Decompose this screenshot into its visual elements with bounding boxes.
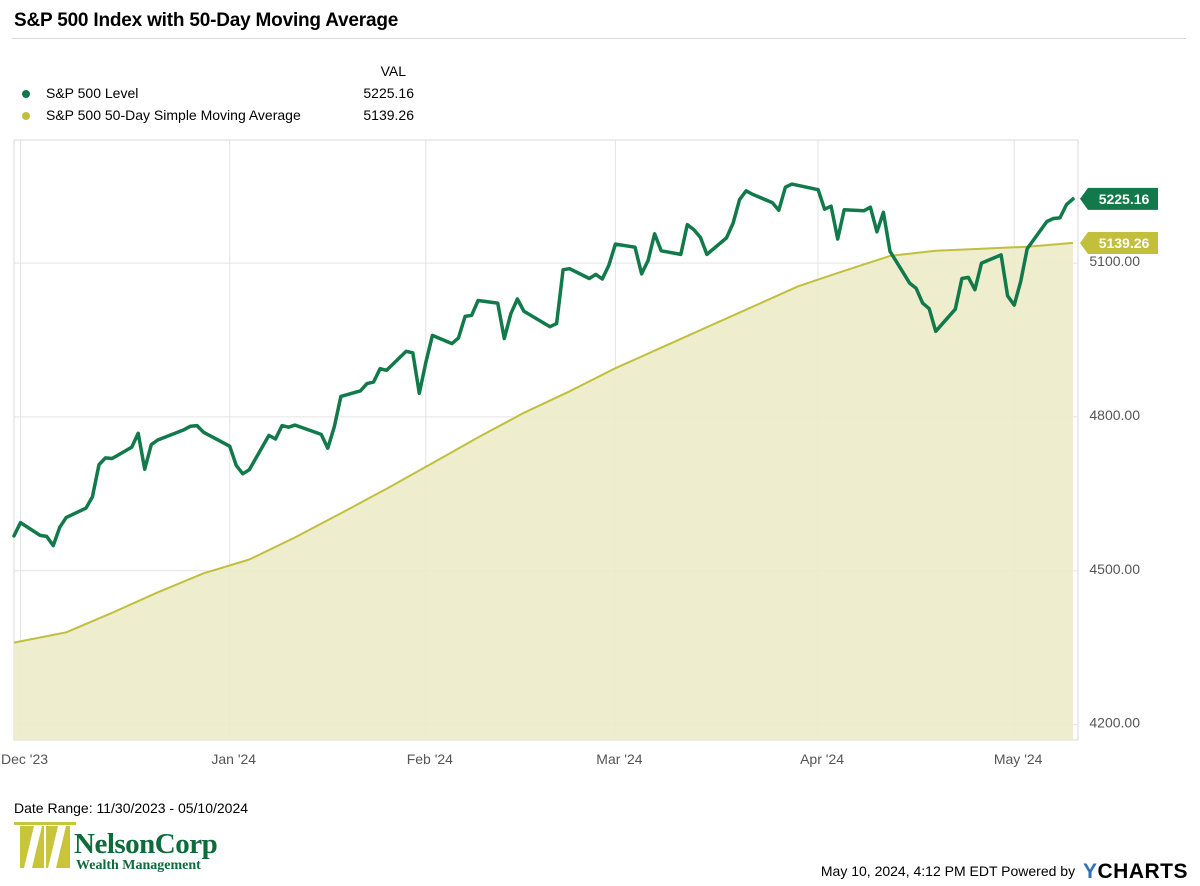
logo-mark-icon [14, 822, 76, 868]
footer-timestamp: May 10, 2024, 4:12 PM EDT Powered by [820, 863, 1076, 879]
y-tick-label: 4200.00 [1089, 715, 1140, 731]
x-tick-label: Dec '23 [1, 751, 48, 767]
ycharts-logo-y: Y [1082, 860, 1098, 883]
sp500-end-tag-text: 5225.16 [1099, 191, 1150, 207]
sp500-end-tag-bg [1080, 187, 1158, 210]
sp500-line [12, 182, 1075, 548]
y-tick-label: 4500.00 [1089, 561, 1140, 577]
logo-name: NelsonCorp [74, 828, 218, 860]
footer-attribution: May 10, 2024, 4:12 PM EDT Powered by YCH… [821, 860, 1188, 884]
legend-value: 5225.16 [363, 85, 414, 101]
sma-area [14, 242, 1073, 740]
legend-label: S&P 500 Level [46, 85, 139, 101]
legend-label: S&P 500 50-Day Simple Moving Average [46, 107, 301, 123]
legend-value-header: VAL [380, 63, 406, 79]
chart-title: S&P 500 Index with 50-Day Moving Average [14, 10, 399, 31]
legend-dot-sma50 [22, 112, 30, 120]
sma-end-tag-bg [1080, 231, 1158, 254]
date-range: Date Range: 11/30/2023 - 05/10/2024 [14, 800, 249, 816]
legend-dot-sp500 [22, 90, 30, 98]
nelsoncorp-logo: NelsonCorp Wealth Management [14, 820, 218, 874]
ycharts-logo[interactable]: YCHARTS [1083, 860, 1188, 883]
ycharts-logo-rest: CHARTS [1097, 860, 1188, 883]
sma-end-tag-text: 5139.26 [1099, 235, 1150, 251]
x-tick-label: May '24 [994, 751, 1043, 767]
sma-line [13, 241, 1074, 644]
y-tick-label: 5100.00 [1089, 253, 1140, 269]
legend-value: 5139.26 [363, 107, 414, 123]
y-tick-label: 4800.00 [1089, 407, 1140, 423]
x-tick-label: Apr '24 [800, 751, 844, 767]
title-divider [12, 38, 1186, 39]
x-tick-label: Mar '24 [596, 751, 642, 767]
x-tick-label: Jan '24 [211, 751, 256, 767]
logo-subtitle: Wealth Management [76, 858, 201, 873]
x-tick-label: Feb '24 [407, 751, 453, 767]
